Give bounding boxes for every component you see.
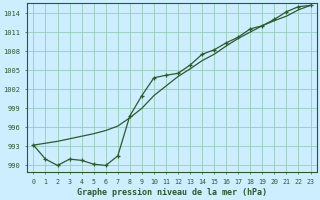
X-axis label: Graphe pression niveau de la mer (hPa): Graphe pression niveau de la mer (hPa)	[77, 188, 267, 197]
